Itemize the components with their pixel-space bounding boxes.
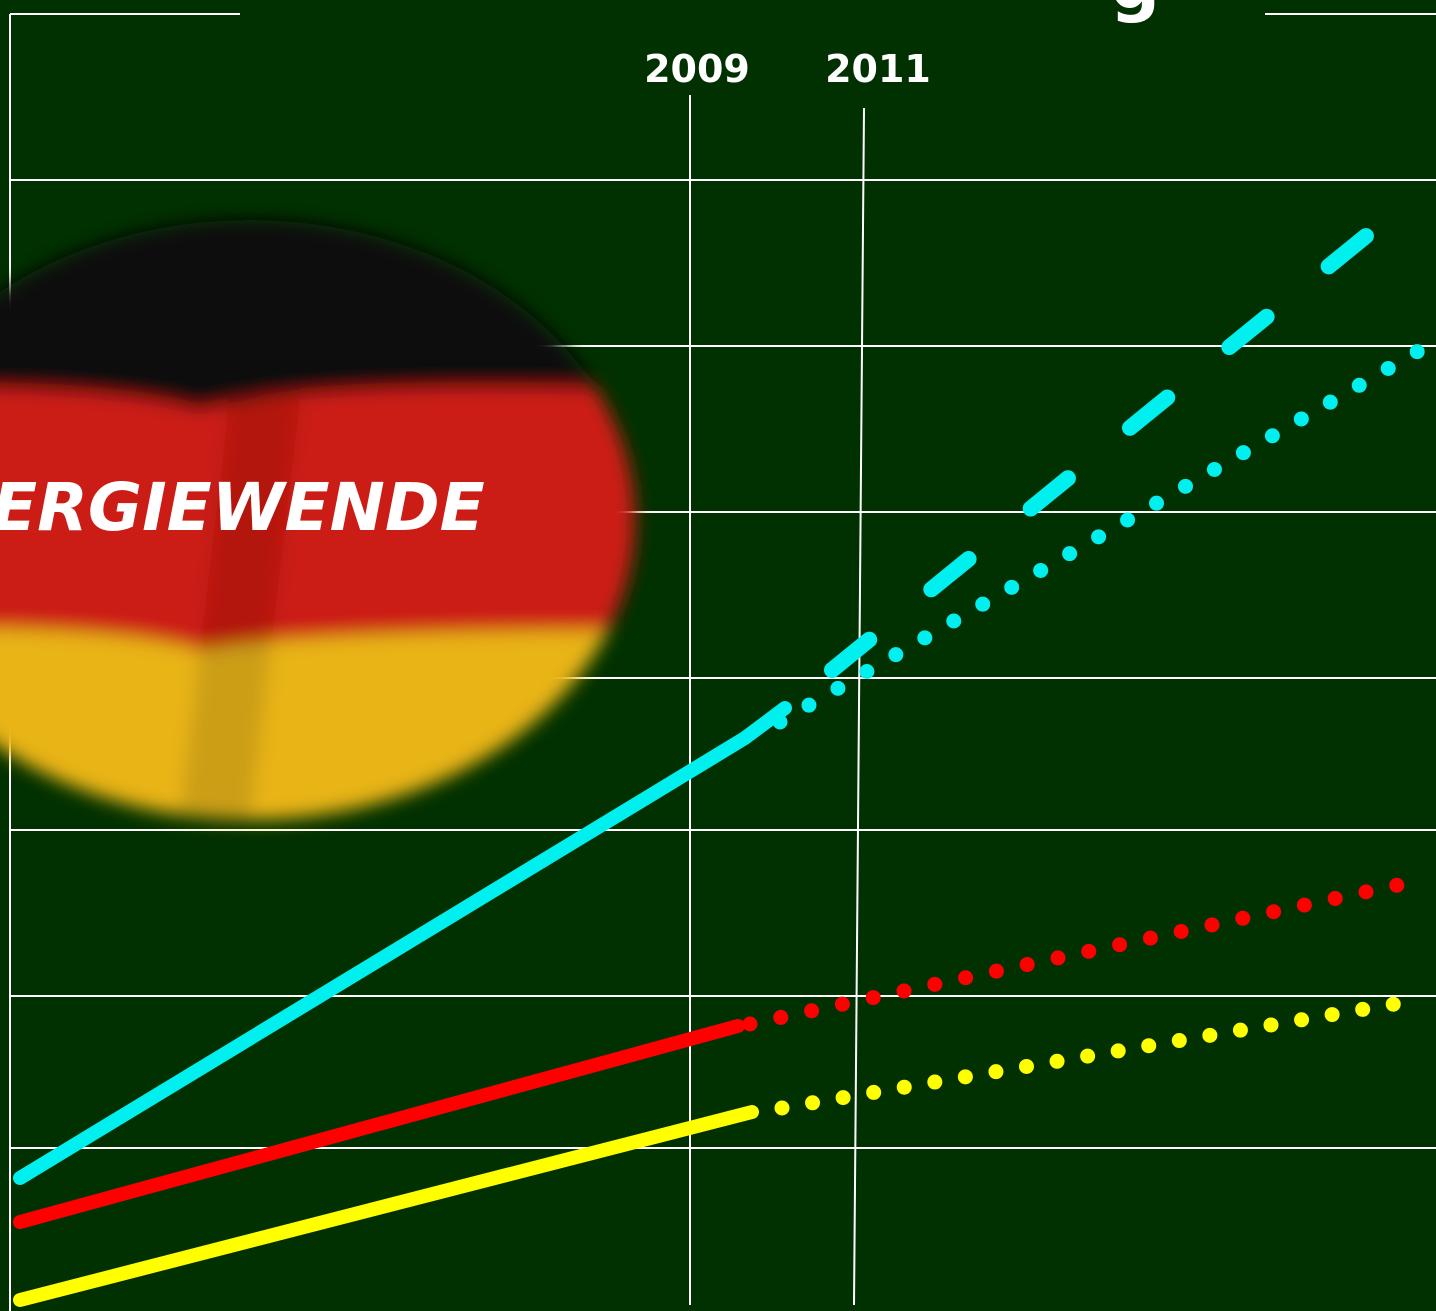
year-label: 2009 [644, 47, 750, 91]
year-label: 2011 [825, 47, 931, 91]
flag [0, 220, 635, 820]
cyan-dashed [824, 202, 1406, 678]
year-line [853, 107, 865, 1306]
lines [13, 202, 1428, 1307]
red-dotted [742, 874, 1420, 1032]
cyan-solid [13, 701, 792, 1185]
yellow-solid [13, 1105, 759, 1307]
flag-text: ERGIEWENDE [0, 469, 485, 546]
title-fragment: g [1110, 0, 1160, 25]
cyan-dotted [772, 342, 1428, 730]
red-solid [13, 1019, 745, 1229]
